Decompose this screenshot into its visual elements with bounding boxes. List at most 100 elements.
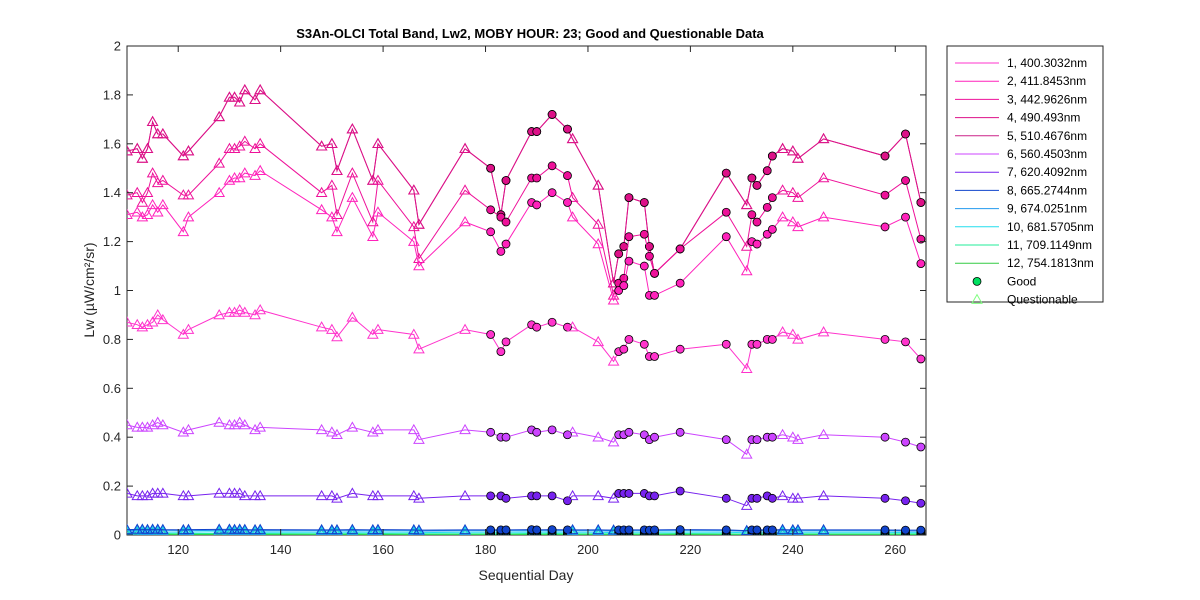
good-point xyxy=(752,217,762,227)
questionable-point xyxy=(459,489,471,501)
questionable-point xyxy=(156,313,169,325)
questionable-point xyxy=(127,189,133,200)
good-point xyxy=(532,427,542,437)
questionable-point xyxy=(407,184,420,195)
questionable-point xyxy=(254,137,267,149)
questionable-point xyxy=(372,206,384,217)
x-tick-label: 140 xyxy=(270,542,292,557)
questionable-point xyxy=(332,526,342,535)
good-point xyxy=(624,232,634,242)
questionable-point xyxy=(131,186,144,197)
x-tick-label: 240 xyxy=(782,542,804,557)
questionable-point xyxy=(346,487,359,498)
questionable-point xyxy=(315,523,328,535)
questionable-point xyxy=(228,306,241,317)
good-point xyxy=(624,525,634,535)
questionable-point xyxy=(326,137,338,149)
questionable-point xyxy=(131,142,144,153)
questionable-point xyxy=(213,487,226,498)
legend-label: 1, 400.3032nm xyxy=(1007,56,1087,70)
questionable-point xyxy=(249,308,261,320)
good-point xyxy=(752,493,762,503)
questionable-point xyxy=(156,174,169,185)
questionable-point xyxy=(592,335,605,347)
questionable-point xyxy=(776,142,789,153)
questionable-point xyxy=(346,421,359,432)
chart-title: S3An-OLCI Total Band, Lw2, MOBY HOUR: 23… xyxy=(296,26,764,41)
good-point xyxy=(767,525,777,535)
x-tick-label: 220 xyxy=(680,542,702,557)
questionable-point xyxy=(156,487,169,498)
good-point xyxy=(624,193,634,202)
questionable-point xyxy=(372,489,384,501)
good-point xyxy=(496,246,506,256)
good-point xyxy=(916,498,926,508)
legend-label: 2, 411.8453nm xyxy=(1007,74,1086,88)
questionable-point xyxy=(817,428,830,440)
questionable-point xyxy=(740,448,753,459)
questionable-point xyxy=(792,433,804,444)
questionable-point xyxy=(346,523,359,534)
y-axis-label: Lw (µW/cm²/sr) xyxy=(81,242,97,337)
good-point xyxy=(486,491,496,501)
questionable-point xyxy=(347,526,358,535)
questionable-point xyxy=(776,326,789,337)
questionable-point xyxy=(146,198,159,210)
questionable-point xyxy=(592,218,605,229)
questionable-point xyxy=(346,123,359,134)
questionable-point xyxy=(413,492,425,503)
good-point xyxy=(916,259,926,269)
good-point xyxy=(547,425,557,435)
questionable-point xyxy=(786,186,799,197)
questionable-point xyxy=(776,489,789,501)
questionable-point xyxy=(127,523,133,534)
legend-item: 5, 510.4676nm xyxy=(955,129,1087,143)
questionable-point xyxy=(331,225,343,237)
questionable-point xyxy=(792,191,804,202)
good-point xyxy=(901,176,910,185)
questionable-point xyxy=(346,311,359,322)
questionable-point xyxy=(254,84,267,95)
questionable-point xyxy=(127,526,133,535)
questionable-point xyxy=(141,421,154,432)
questionable-point xyxy=(182,523,195,534)
legend-item: 1, 400.3032nm xyxy=(955,56,1087,70)
good-point xyxy=(650,352,659,361)
good-point xyxy=(619,281,629,291)
good-point xyxy=(624,334,634,344)
questionable-point xyxy=(182,323,195,334)
good-point xyxy=(547,188,557,198)
good-point xyxy=(501,239,511,249)
questionable-point xyxy=(817,489,830,501)
good-point xyxy=(501,493,511,503)
questionable-point xyxy=(156,128,169,139)
good-point xyxy=(639,261,649,271)
y-tick-label: 0 xyxy=(114,528,121,543)
legend-item-good: Good xyxy=(972,274,1036,288)
questionable-point xyxy=(233,96,246,107)
questionable-point xyxy=(136,211,149,222)
good-point xyxy=(901,437,910,447)
questionable-point xyxy=(407,220,420,232)
good-point xyxy=(901,337,910,347)
questionable-point xyxy=(786,431,799,442)
questionable-point xyxy=(228,418,241,430)
questionable-point xyxy=(331,428,343,440)
questionable-point xyxy=(817,211,830,222)
good-point xyxy=(675,525,685,535)
questionable-point xyxy=(413,218,425,229)
good-point xyxy=(752,239,762,249)
questionable-point xyxy=(146,316,159,327)
good-point xyxy=(762,202,772,212)
questionable-point xyxy=(372,423,384,435)
y-tick-label: 1.6 xyxy=(103,136,121,151)
questionable-point xyxy=(792,523,804,535)
legend-item: 12, 754.1813nm xyxy=(955,256,1094,270)
questionable-point xyxy=(607,436,620,447)
good-point xyxy=(486,227,496,237)
good-point xyxy=(916,525,926,535)
good-point xyxy=(721,525,731,535)
legend-good-label: Good xyxy=(1007,274,1036,288)
legend-item: 3, 442.9626nm xyxy=(955,92,1087,106)
questionable-point xyxy=(817,523,830,535)
